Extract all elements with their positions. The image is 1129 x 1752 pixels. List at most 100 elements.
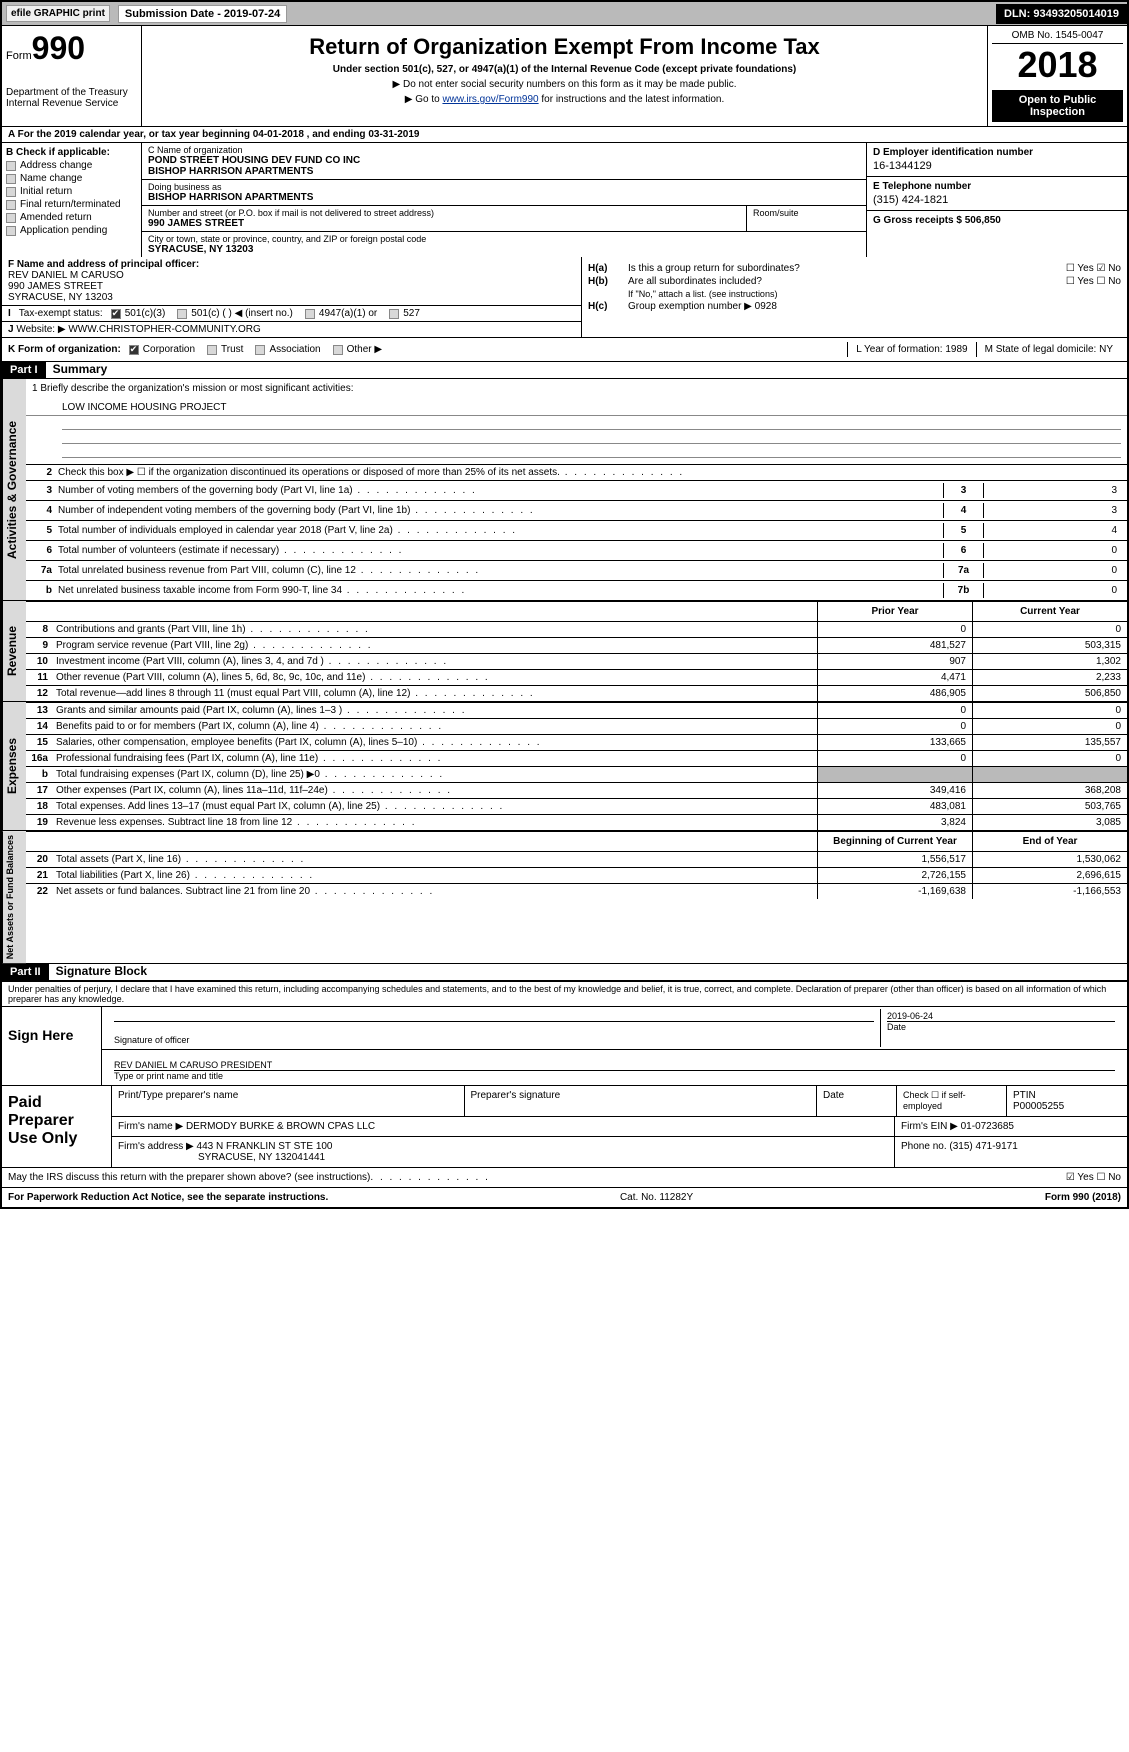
street-value: 990 JAMES STREET xyxy=(148,218,740,229)
irs-link[interactable]: www.irs.gov/Form990 xyxy=(442,94,538,105)
paid-preparer-section: Paid Preparer Use Only Print/Type prepar… xyxy=(2,1085,1127,1168)
line-text: Net unrelated business taxable income fr… xyxy=(58,585,943,596)
pycy-header: Prior Year Current Year xyxy=(26,601,1127,621)
current-year-value: 1,530,062 xyxy=(972,852,1127,867)
line-text: Program service revenue (Part VIII, line… xyxy=(54,638,817,653)
hb-yn[interactable]: ☐ Yes ☐ No xyxy=(1066,276,1121,287)
line-num: 4 xyxy=(30,505,58,516)
line-num: 17 xyxy=(26,783,54,798)
line-box-num: 6 xyxy=(943,543,983,558)
line-text: Professional fundraising fees (Part IX, … xyxy=(54,751,817,766)
i-label: Tax-exempt status: xyxy=(19,308,103,319)
data-line: 8 Contributions and grants (Part VIII, l… xyxy=(26,621,1127,637)
ha-text: Is this a group return for subordinates? xyxy=(628,263,800,274)
check-final-return[interactable]: Final return/terminated xyxy=(6,199,137,210)
line-text: Number of voting members of the governin… xyxy=(58,485,943,496)
checkbox-527[interactable] xyxy=(389,309,399,319)
part-2-header: Part II Signature Block xyxy=(2,963,1127,981)
footer-right: Form 990 (2018) xyxy=(1045,1192,1121,1203)
tab-netassets: Net Assets or Fund Balances xyxy=(2,831,26,963)
summary-netassets: Net Assets or Fund Balances Beginning of… xyxy=(2,830,1127,963)
opt-trust: Trust xyxy=(221,344,243,355)
line-num: b xyxy=(30,585,58,596)
checkbox-assoc[interactable] xyxy=(255,345,265,355)
ein-box: D Employer identification number 16-1344… xyxy=(867,143,1127,177)
current-year-value: 368,208 xyxy=(972,783,1127,798)
firm-addr-2: SYRACUSE, NY 132041441 xyxy=(118,1152,888,1163)
part-2-title: Signature Block xyxy=(56,964,147,978)
check-name-change[interactable]: Name change xyxy=(6,173,137,184)
hc-label: H(c) xyxy=(588,301,628,312)
line-num: 6 xyxy=(30,545,58,556)
check-address-change[interactable]: Address change xyxy=(6,160,137,171)
prior-year-value: 3,824 xyxy=(817,815,972,830)
line-num: 20 xyxy=(26,852,54,867)
checkbox-4947[interactable] xyxy=(305,309,315,319)
phone-value: (315) 424-1821 xyxy=(873,194,1121,206)
part-1-badge: Part I xyxy=(2,362,46,378)
discuss-row: May the IRS discuss this return with the… xyxy=(2,1168,1127,1188)
checkbox-501c3[interactable] xyxy=(111,309,121,319)
gross-receipts-box: G Gross receipts $ 506,850 xyxy=(867,211,1127,230)
col-b-title: B Check if applicable: xyxy=(6,147,137,158)
checkbox-other[interactable] xyxy=(333,345,343,355)
subtitle-2: ▶ Do not enter social security numbers o… xyxy=(146,79,983,90)
begin-year-header: Beginning of Current Year xyxy=(817,832,972,851)
efile-button[interactable]: efile GRAPHIC print xyxy=(6,5,110,22)
current-year-value: 503,765 xyxy=(972,799,1127,814)
submission-date: Submission Date - 2019-07-24 xyxy=(118,5,287,23)
check-label: Name change xyxy=(20,173,82,184)
line-num: 2 xyxy=(30,467,58,478)
line-text: Salaries, other compensation, employee b… xyxy=(54,735,817,750)
row-k-lm: K Form of organization: Corporation Trus… xyxy=(2,338,1127,362)
check-pending[interactable]: Application pending xyxy=(6,225,137,236)
line-text: Other revenue (Part VIII, column (A), li… xyxy=(54,670,817,685)
sub3-pre: ▶ Go to xyxy=(405,94,443,105)
street-label: Number and street (or P.O. box if mail i… xyxy=(148,208,740,218)
tab-revenue: Revenue xyxy=(2,601,26,701)
dba-label: Doing business as xyxy=(148,182,860,192)
current-year-value: 2,233 xyxy=(972,670,1127,685)
org-name-box: C Name of organization POND STREET HOUSI… xyxy=(142,143,867,180)
sig-officer-label: Signature of officer xyxy=(114,1035,874,1045)
firm-addr-1: 443 N FRANKLIN ST STE 100 xyxy=(197,1141,333,1152)
line-text: Benefits paid to or for members (Part IX… xyxy=(54,719,817,734)
data-line: 16a Professional fundraising fees (Part … xyxy=(26,750,1127,766)
line-value: 4 xyxy=(983,523,1123,538)
checkbox-501c[interactable] xyxy=(177,309,187,319)
data-line: 22 Net assets or fund balances. Subtract… xyxy=(26,883,1127,899)
city-label: City or town, state or province, country… xyxy=(148,234,860,244)
discuss-yn[interactable]: ☑ Yes ☐ No xyxy=(1066,1172,1121,1183)
line-text: Total number of individuals employed in … xyxy=(58,525,943,536)
data-line: 19 Revenue less expenses. Subtract line … xyxy=(26,814,1127,830)
org-name-2: BISHOP HARRISON APARTMENTS xyxy=(148,166,860,177)
tab-governance: Activities & Governance xyxy=(2,379,26,600)
self-employed-check[interactable]: Check ☐ if self-employed xyxy=(897,1086,1007,1116)
line-text: Total revenue—add lines 8 through 11 (mu… xyxy=(54,686,817,701)
check-amended[interactable]: Amended return xyxy=(6,212,137,223)
check-initial-return[interactable]: Initial return xyxy=(6,186,137,197)
main-title: Return of Organization Exempt From Incom… xyxy=(146,34,983,60)
prior-year-value: -1,169,638 xyxy=(817,884,972,899)
line-num: 3 xyxy=(30,485,58,496)
checkbox-icon xyxy=(6,226,16,236)
line-value: 0 xyxy=(983,543,1123,558)
checkbox-corporation[interactable] xyxy=(129,345,139,355)
prep-name-label: Print/Type preparer's name xyxy=(112,1086,465,1116)
line-num: 8 xyxy=(26,622,54,637)
current-year-value: 2,696,615 xyxy=(972,868,1127,883)
line-num: 12 xyxy=(26,686,54,701)
checkbox-trust[interactable] xyxy=(207,345,217,355)
current-year-value xyxy=(972,767,1127,782)
line-num: 19 xyxy=(26,815,54,830)
prior-year-value: 486,905 xyxy=(817,686,972,701)
data-line: 10 Investment income (Part VIII, column … xyxy=(26,653,1127,669)
line-num: 22 xyxy=(26,884,54,899)
footer: For Paperwork Reduction Act Notice, see … xyxy=(2,1188,1127,1207)
footer-mid: Cat. No. 11282Y xyxy=(620,1192,693,1203)
part-2-badge: Part II xyxy=(2,964,49,980)
line-value: 3 xyxy=(983,483,1123,498)
m-domicile: M State of legal domicile: NY xyxy=(976,342,1121,357)
check-label: Initial return xyxy=(20,186,72,197)
ha-yn[interactable]: ☐ Yes ☑ No xyxy=(1066,263,1121,274)
